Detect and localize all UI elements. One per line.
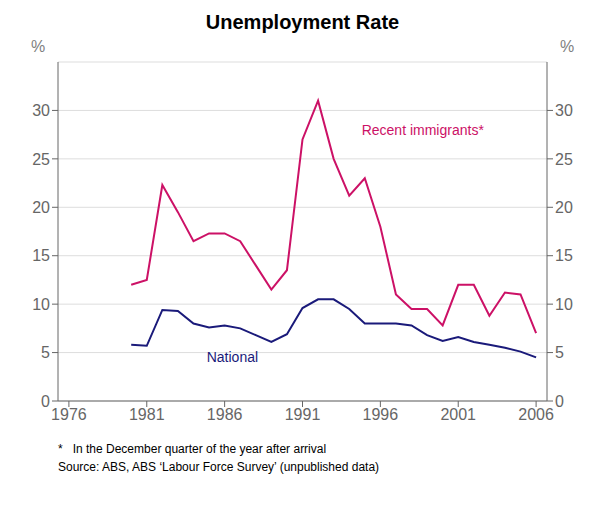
svg-text:0: 0 bbox=[555, 393, 564, 410]
svg-text:20: 20 bbox=[555, 199, 573, 216]
html-text:Source: ABS, ABS ‘Labour Force: Source: ABS, ABS ‘Labour Force Survey’ (… bbox=[58, 460, 380, 474]
svg-text:25: 25 bbox=[32, 151, 50, 168]
svg-text:1976: 1976 bbox=[51, 406, 87, 423]
svg-text:10: 10 bbox=[555, 296, 573, 313]
svg-text:0: 0 bbox=[41, 393, 50, 410]
svg-text:5: 5 bbox=[555, 344, 564, 361]
svg-text:25: 25 bbox=[555, 151, 573, 168]
svg-text:2001: 2001 bbox=[440, 406, 476, 423]
svg-text:5: 5 bbox=[41, 344, 50, 361]
svg-text:%: % bbox=[31, 38, 45, 55]
svg-text:15: 15 bbox=[555, 247, 573, 264]
svg-text:1991: 1991 bbox=[285, 406, 321, 423]
svg-text:%: % bbox=[560, 38, 574, 55]
svg-text:30: 30 bbox=[555, 102, 573, 119]
svg-text:National: National bbox=[207, 349, 258, 365]
html-text:Unemployment Rate: Unemployment Rate bbox=[205, 11, 400, 33]
svg-text:2006: 2006 bbox=[518, 406, 554, 423]
svg-text:Recent immigrants*: Recent immigrants* bbox=[362, 122, 485, 138]
svg-text:10: 10 bbox=[32, 296, 50, 313]
html-text:* In the December quarter of t: * In the December quarter of the year af… bbox=[58, 442, 327, 456]
svg-text:1986: 1986 bbox=[207, 406, 243, 423]
svg-text:15: 15 bbox=[32, 247, 50, 264]
svg-text:30: 30 bbox=[32, 102, 50, 119]
svg-text:1996: 1996 bbox=[363, 406, 399, 423]
svg-text:1981: 1981 bbox=[129, 406, 165, 423]
svg-text:20: 20 bbox=[32, 199, 50, 216]
